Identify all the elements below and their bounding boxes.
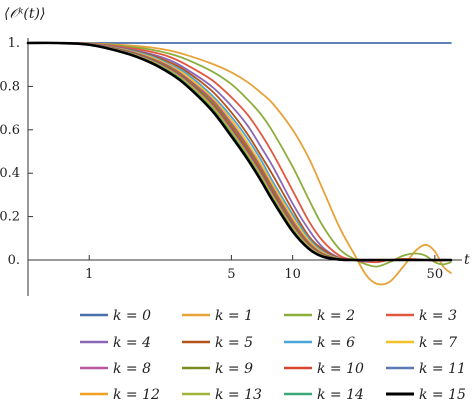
series-line-k10 — [27, 42, 452, 261]
y-tick-label: 0.4 — [0, 166, 20, 181]
series-line-k12 — [27, 41, 452, 261]
legend-label-k3: k = 3 — [419, 308, 457, 324]
legend-label-k2: k = 2 — [317, 308, 355, 324]
y-tick-label: 0.6 — [0, 123, 20, 138]
y-axis: 1. 0.8 0.6 0.4 0.2 0. ⟨𝒪ᵏ(t)⟩ — [0, 6, 45, 296]
legend-label-k4: k = 4 — [113, 335, 151, 351]
series-line-k11 — [27, 42, 452, 261]
y-tick-label: 0.8 — [0, 79, 20, 94]
series-line-k5 — [27, 42, 452, 262]
legend-label-k11: k = 11 — [419, 361, 466, 377]
x-axis-label: t — [464, 252, 470, 268]
legend-label-k15: k = 15 — [419, 387, 466, 403]
series-line-k2 — [27, 42, 452, 268]
series-line-k9 — [27, 42, 452, 261]
x-tick-label: 5 — [227, 267, 235, 282]
legend-label-k0: k = 0 — [113, 308, 151, 324]
plot-lines — [26, 41, 453, 286]
legend-label-k8: k = 8 — [113, 361, 151, 377]
x-tick-label: 50 — [427, 267, 444, 282]
y-axis-label: ⟨𝒪ᵏ(t)⟩ — [4, 6, 45, 22]
y-tick-label: 0. — [8, 253, 20, 268]
series-line-k1 — [27, 42, 452, 286]
x-tick-label: 10 — [284, 267, 301, 282]
legend-label-k9: k = 9 — [215, 361, 253, 377]
x-tick-label: 1 — [85, 267, 93, 282]
series-line-k7 — [27, 42, 452, 261]
series-line-k6 — [27, 42, 452, 261]
legend-label-k7: k = 7 — [419, 335, 457, 351]
series-line-k8 — [27, 42, 452, 261]
legend-label-k1: k = 1 — [215, 308, 253, 324]
y-tick-label: 0.2 — [0, 210, 20, 225]
legend-label-k5: k = 5 — [215, 335, 253, 351]
series-line-k14 — [27, 41, 452, 261]
legend-label-k10: k = 10 — [317, 361, 364, 377]
series-line-k4 — [27, 42, 452, 262]
legend-label-k12: k = 12 — [113, 387, 160, 403]
legend-label-k13: k = 13 — [215, 387, 262, 403]
series-line-k13 — [27, 41, 452, 261]
series-line-k15 — [26, 41, 453, 262]
y-tick-label: 1. — [8, 36, 20, 51]
legend-label-k6: k = 6 — [317, 335, 355, 351]
legend: k = 0 k = 1 k = 2 k = 3 k = 4 k = 5 k = 6 k = 7… — [80, 308, 466, 403]
legend-label-k14: k = 14 — [317, 387, 364, 403]
